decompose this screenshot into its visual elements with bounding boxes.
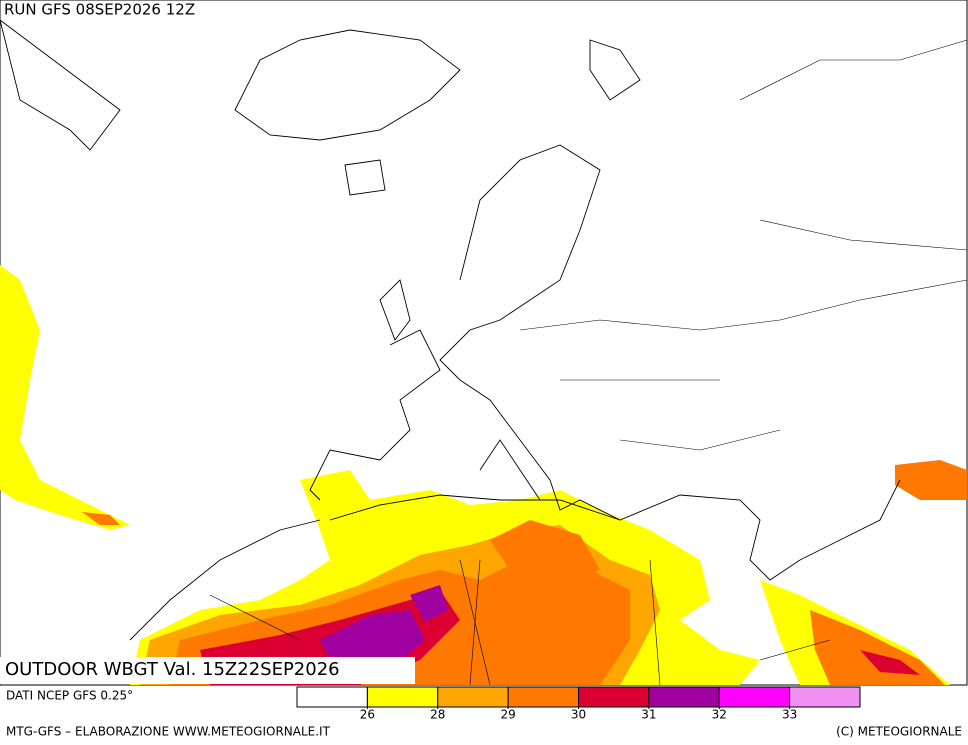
scale-label: 33 [782, 708, 797, 722]
scale-label: 30 [571, 708, 586, 722]
scale-label: 29 [500, 708, 515, 722]
source-label: DATI NCEP GFS 0.25° [6, 689, 133, 703]
map [0, 0, 968, 686]
scale-label: 32 [712, 708, 727, 722]
scale-label: 28 [430, 708, 445, 722]
scale-box [296, 686, 368, 708]
map-title: OUTDOOR WBGT Val. 15Z22SEP2026 [5, 659, 340, 680]
run-label: RUN GFS 08SEP2026 12Z [4, 1, 195, 19]
credit-label: MTG-GFS – ELABORAZIONE WWW.METEOGIORNALE… [6, 725, 331, 739]
scale-box [648, 686, 720, 708]
scale-box [578, 686, 650, 708]
copyright-label: (C) METEOGIORNALE [836, 725, 962, 739]
scale-box [718, 686, 791, 708]
scale-box [437, 686, 509, 708]
scale-box [507, 686, 579, 708]
scale-label: 26 [360, 708, 375, 722]
title-box [0, 657, 415, 684]
scale-label: 31 [641, 708, 656, 722]
color-scale: 26 28 29 30 31 32 33 [296, 686, 861, 722]
scale-box [366, 686, 439, 708]
scale-box [789, 686, 861, 708]
